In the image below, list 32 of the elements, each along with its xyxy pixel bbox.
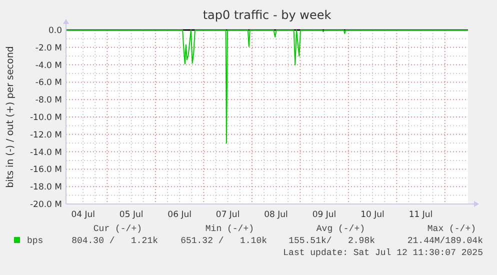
x-tick-label: 05 Jul (119, 210, 144, 220)
text: 651.32 / 1.10k (180, 236, 267, 246)
text: 21.44M/189.04k (407, 236, 483, 246)
y-axis-title: bits in (-) / out (+) per second (5, 46, 16, 188)
text: 155.51k/ 2.98k (288, 236, 375, 246)
y-tick-label: -12.0 M (30, 130, 62, 140)
x-tick-label: 04 Jul (71, 210, 95, 220)
y-tick-label: -2.0 M (35, 43, 62, 54)
chart-title: tap0 traffic - by week (202, 8, 332, 22)
text: Max (-/+) (427, 224, 476, 234)
y-tick-label: -6.0 M (35, 78, 62, 88)
x-tick-label: 09 Jul (312, 210, 336, 220)
y-tick-label: -8.0 M (35, 96, 62, 106)
y-tick-label: -14.0 M (30, 148, 62, 158)
x-tick-label: 07 Jul (216, 210, 240, 220)
y-tick-label: -16.0 M (30, 165, 62, 176)
y-tick-label: -4.0 M (35, 60, 62, 71)
text: Cur (-/+) (93, 224, 142, 234)
y-tick-label: -20.0 M (30, 200, 62, 210)
y-tick-label: -10.0 M (30, 112, 62, 123)
text: Last update: Sat Jul 12 11:30:07 2025 (283, 248, 483, 258)
line-series (66, 30, 468, 144)
text: 804.30 / 1.21k (72, 236, 158, 246)
y-tick-label: 0.0 (48, 26, 62, 36)
x-tick-label: 10 Jul (360, 210, 384, 220)
legend-label: bps (27, 236, 44, 246)
y-tick-label: -18.0 M (30, 182, 62, 193)
x-tick-label: 06 Jul (168, 210, 192, 220)
x-tick-label: 11 Jul (408, 210, 433, 220)
x-tick-label: 08 Jul (264, 210, 288, 220)
text: Min (-/+) (205, 224, 254, 234)
text: Avg (-/+) (316, 224, 365, 234)
